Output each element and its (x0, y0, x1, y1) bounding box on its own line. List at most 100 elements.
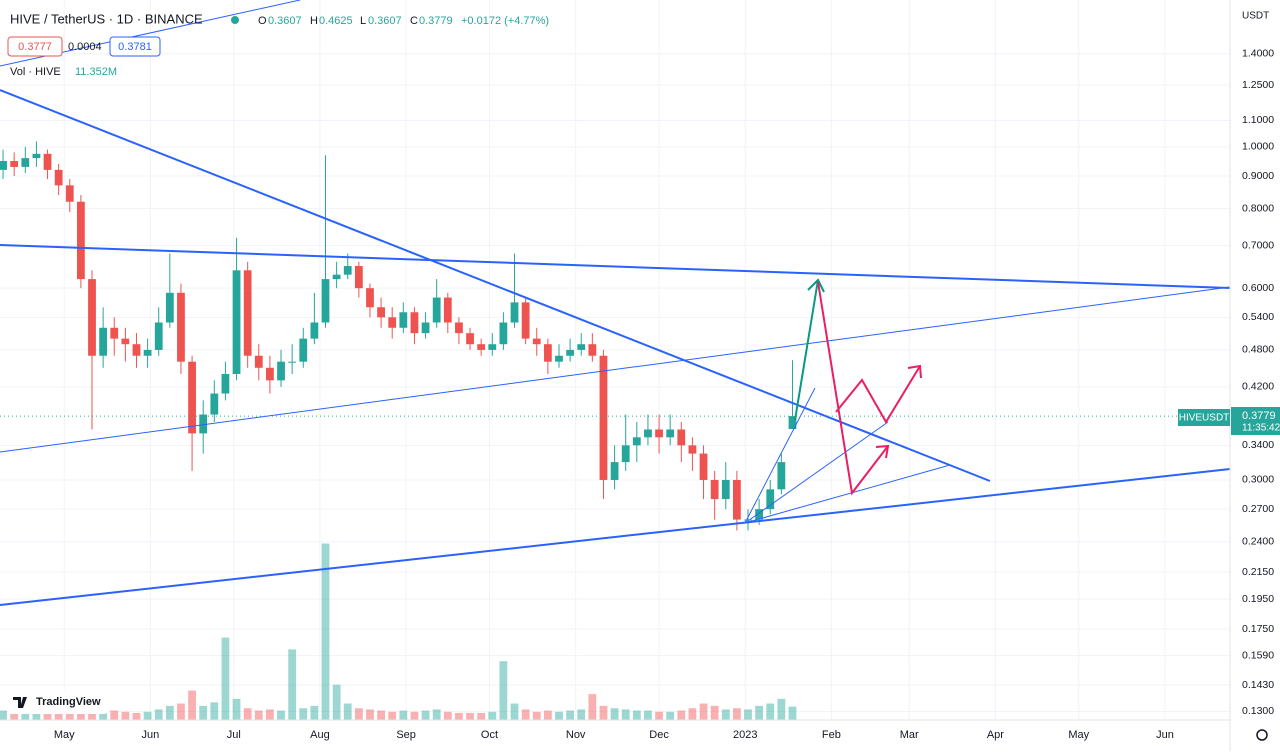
candle-body (99, 327, 108, 356)
fan-line (744, 387, 816, 524)
volume-bar (65, 708, 74, 720)
logo-text: TradingView (36, 696, 101, 708)
volume-bar (165, 705, 174, 720)
logo-icon (13, 697, 27, 708)
volume-bar (354, 708, 363, 720)
candle-body (688, 445, 697, 454)
volume-bar (777, 698, 786, 720)
candle-body (199, 414, 208, 434)
y-tick-label: 0.4200 (1242, 381, 1274, 393)
candle-body (432, 297, 441, 323)
volume-bar (232, 698, 241, 720)
volume-bar (343, 703, 352, 720)
candle-body (321, 279, 330, 323)
time-axis (0, 720, 1280, 751)
candle-body (65, 185, 74, 202)
sell-box[interactable] (7, 36, 63, 57)
volume-bar (110, 710, 119, 720)
candle-body (655, 429, 663, 438)
candle-body (699, 453, 708, 480)
volume-bar (21, 711, 30, 720)
volume-bar (366, 709, 374, 720)
candle-body (555, 355, 563, 362)
y-tick-label: 0.2150 (1242, 566, 1274, 578)
candle-body (76, 201, 85, 280)
status-dot (231, 16, 239, 24)
y-tick-label: 0.1750 (1242, 623, 1274, 635)
candle-body (121, 338, 130, 345)
x-tick-label: Jun (1156, 729, 1174, 741)
volume-bar (266, 709, 274, 720)
candle-body (455, 322, 463, 334)
volume-bar (755, 705, 764, 720)
volume-bar (177, 703, 185, 720)
candle-body (443, 297, 452, 323)
volume-bar (321, 543, 330, 720)
symbol-tag (1178, 409, 1230, 426)
candle-body (310, 322, 319, 339)
volume-bar (599, 705, 608, 720)
candle-body (210, 393, 219, 415)
fan-line (744, 464, 951, 524)
y-tick-label: 0.3400 (1242, 439, 1274, 451)
volume-bar (421, 710, 430, 720)
volume-bar (188, 690, 196, 720)
volume-bar (488, 711, 497, 720)
candle-body (343, 266, 352, 275)
volume-bar (555, 711, 563, 720)
candle-body (421, 322, 430, 334)
volume-bar (610, 708, 619, 720)
volume-bar (699, 703, 708, 720)
candle-body (132, 344, 141, 356)
volume-bar (621, 709, 630, 720)
candle-body (32, 153, 41, 159)
fan-line (744, 421, 889, 524)
candle-body (354, 266, 363, 289)
buy-box[interactable] (109, 36, 161, 57)
candle-body (410, 312, 419, 334)
candle-body (744, 519, 752, 521)
x-tick-label: Aug (310, 729, 330, 741)
volume-bar (0, 710, 7, 720)
candle-body (632, 437, 641, 446)
ohlc-label: C (410, 15, 418, 27)
price-tag-value: 0.3779 (1242, 410, 1276, 422)
symbol-tag-text: HIVEUSDT (1179, 413, 1230, 424)
x-tick-label: Apr (987, 729, 1004, 741)
volume-bar (199, 705, 208, 720)
candle-body (143, 349, 152, 356)
candle-body (43, 153, 52, 170)
candle-body (566, 349, 574, 356)
volume-bar (410, 711, 419, 720)
volume-bar (744, 709, 752, 720)
y-tick-label: 0.2400 (1242, 535, 1274, 547)
volume-bar (443, 711, 452, 720)
candle-body (377, 307, 385, 318)
logo-box[interactable] (8, 690, 108, 714)
candle-body (644, 429, 652, 438)
volume-bar (99, 708, 108, 720)
candle-body (232, 270, 241, 374)
volume-bar (588, 694, 597, 720)
volume-bar (43, 711, 52, 720)
y-tick-label: 0.3000 (1242, 474, 1274, 486)
y-tick-label: 0.8000 (1242, 202, 1274, 214)
volume-bar (677, 710, 686, 720)
ohlc-value: 0.3779 (419, 15, 453, 27)
candle-body (499, 322, 508, 345)
volume-bar (666, 711, 675, 720)
volume-bar (288, 649, 297, 720)
volume-bar (577, 709, 586, 720)
x-tick-label: May (54, 729, 75, 741)
volume-label: Vol · HIVE (10, 66, 61, 78)
x-tick-label: May (1068, 729, 1089, 741)
y-tick-label: 0.1950 (1242, 593, 1274, 605)
candle-body (88, 279, 96, 356)
spread: 0.0004 (68, 41, 102, 53)
candle-body (21, 158, 30, 167)
volume-bar (455, 712, 463, 720)
candle-body (332, 274, 341, 280)
currency[interactable]: USDT (1242, 11, 1269, 22)
settings-icon[interactable] (1256, 729, 1268, 741)
